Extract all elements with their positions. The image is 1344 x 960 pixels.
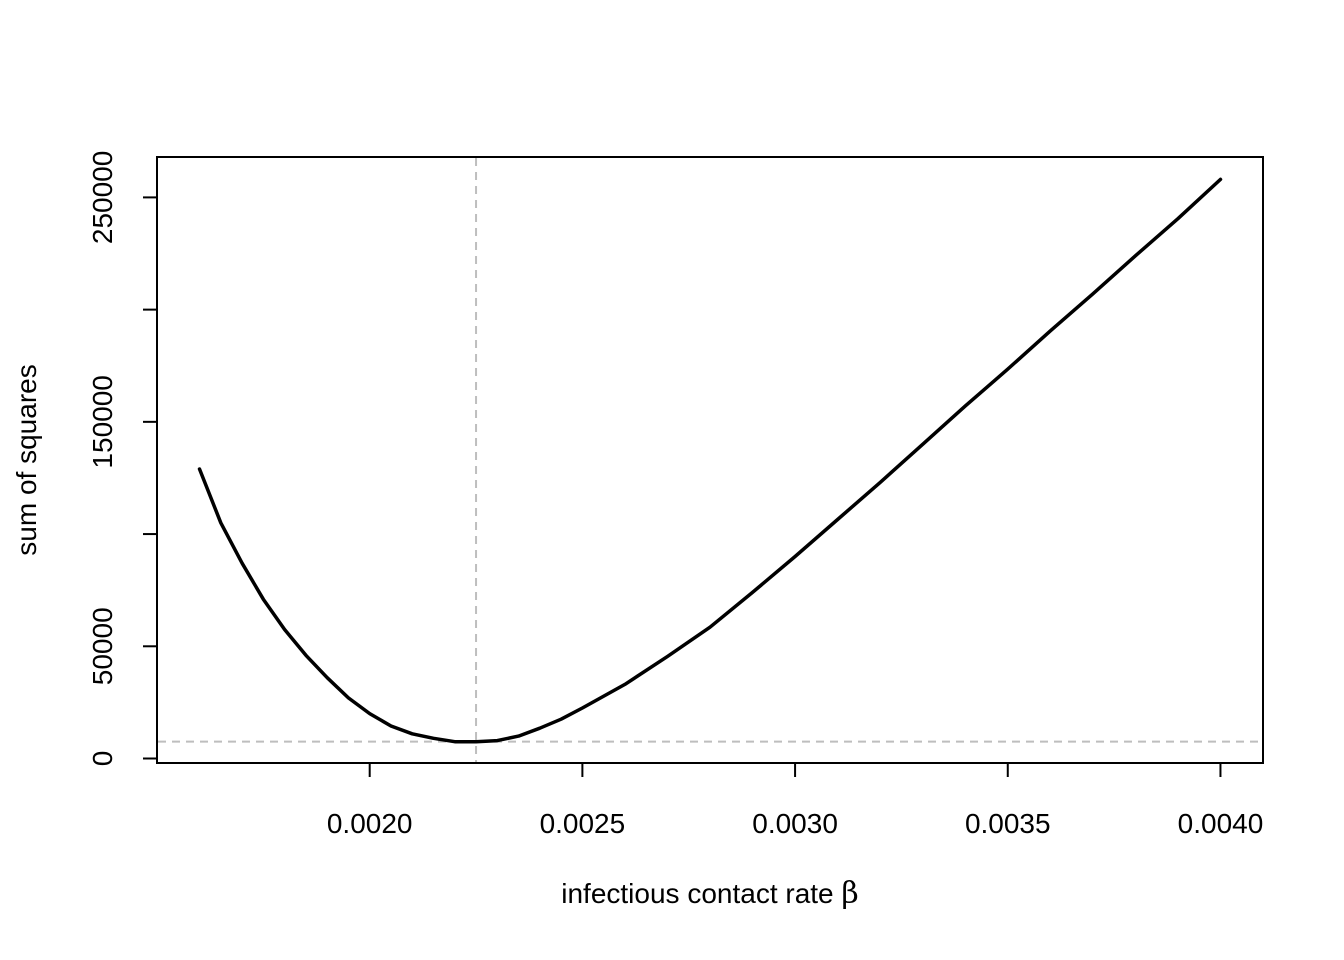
plot-box: [156, 156, 1264, 764]
series-layer: [197, 177, 1223, 744]
x-axis-title: infectious contact rate β: [561, 876, 859, 911]
y-axis: 0 50000 150000 250000: [87, 151, 157, 767]
reference-lines: [158, 158, 1262, 762]
y-tick-label: 250000: [87, 151, 118, 244]
x-tick-label: 0.0040: [1178, 808, 1264, 839]
x-tick-label: 0.0030: [752, 808, 838, 839]
y-tick-label: 50000: [87, 607, 118, 685]
x-axis-title-text: infectious contact rate: [561, 878, 841, 909]
x-tick-label: 0.0035: [965, 808, 1051, 839]
x-axis: 0.0020 0.0025 0.0030 0.0035 0.0040: [327, 763, 1263, 839]
y-tick-label: 150000: [87, 375, 118, 468]
y-axis-title: sum of squares: [11, 364, 42, 555]
x-tick-label: 0.0020: [327, 808, 413, 839]
series-line: [197, 177, 1223, 744]
x-tick-label: 0.0025: [540, 808, 626, 839]
y-tick-label: 0: [87, 751, 118, 767]
beta-symbol: β: [841, 876, 858, 911]
